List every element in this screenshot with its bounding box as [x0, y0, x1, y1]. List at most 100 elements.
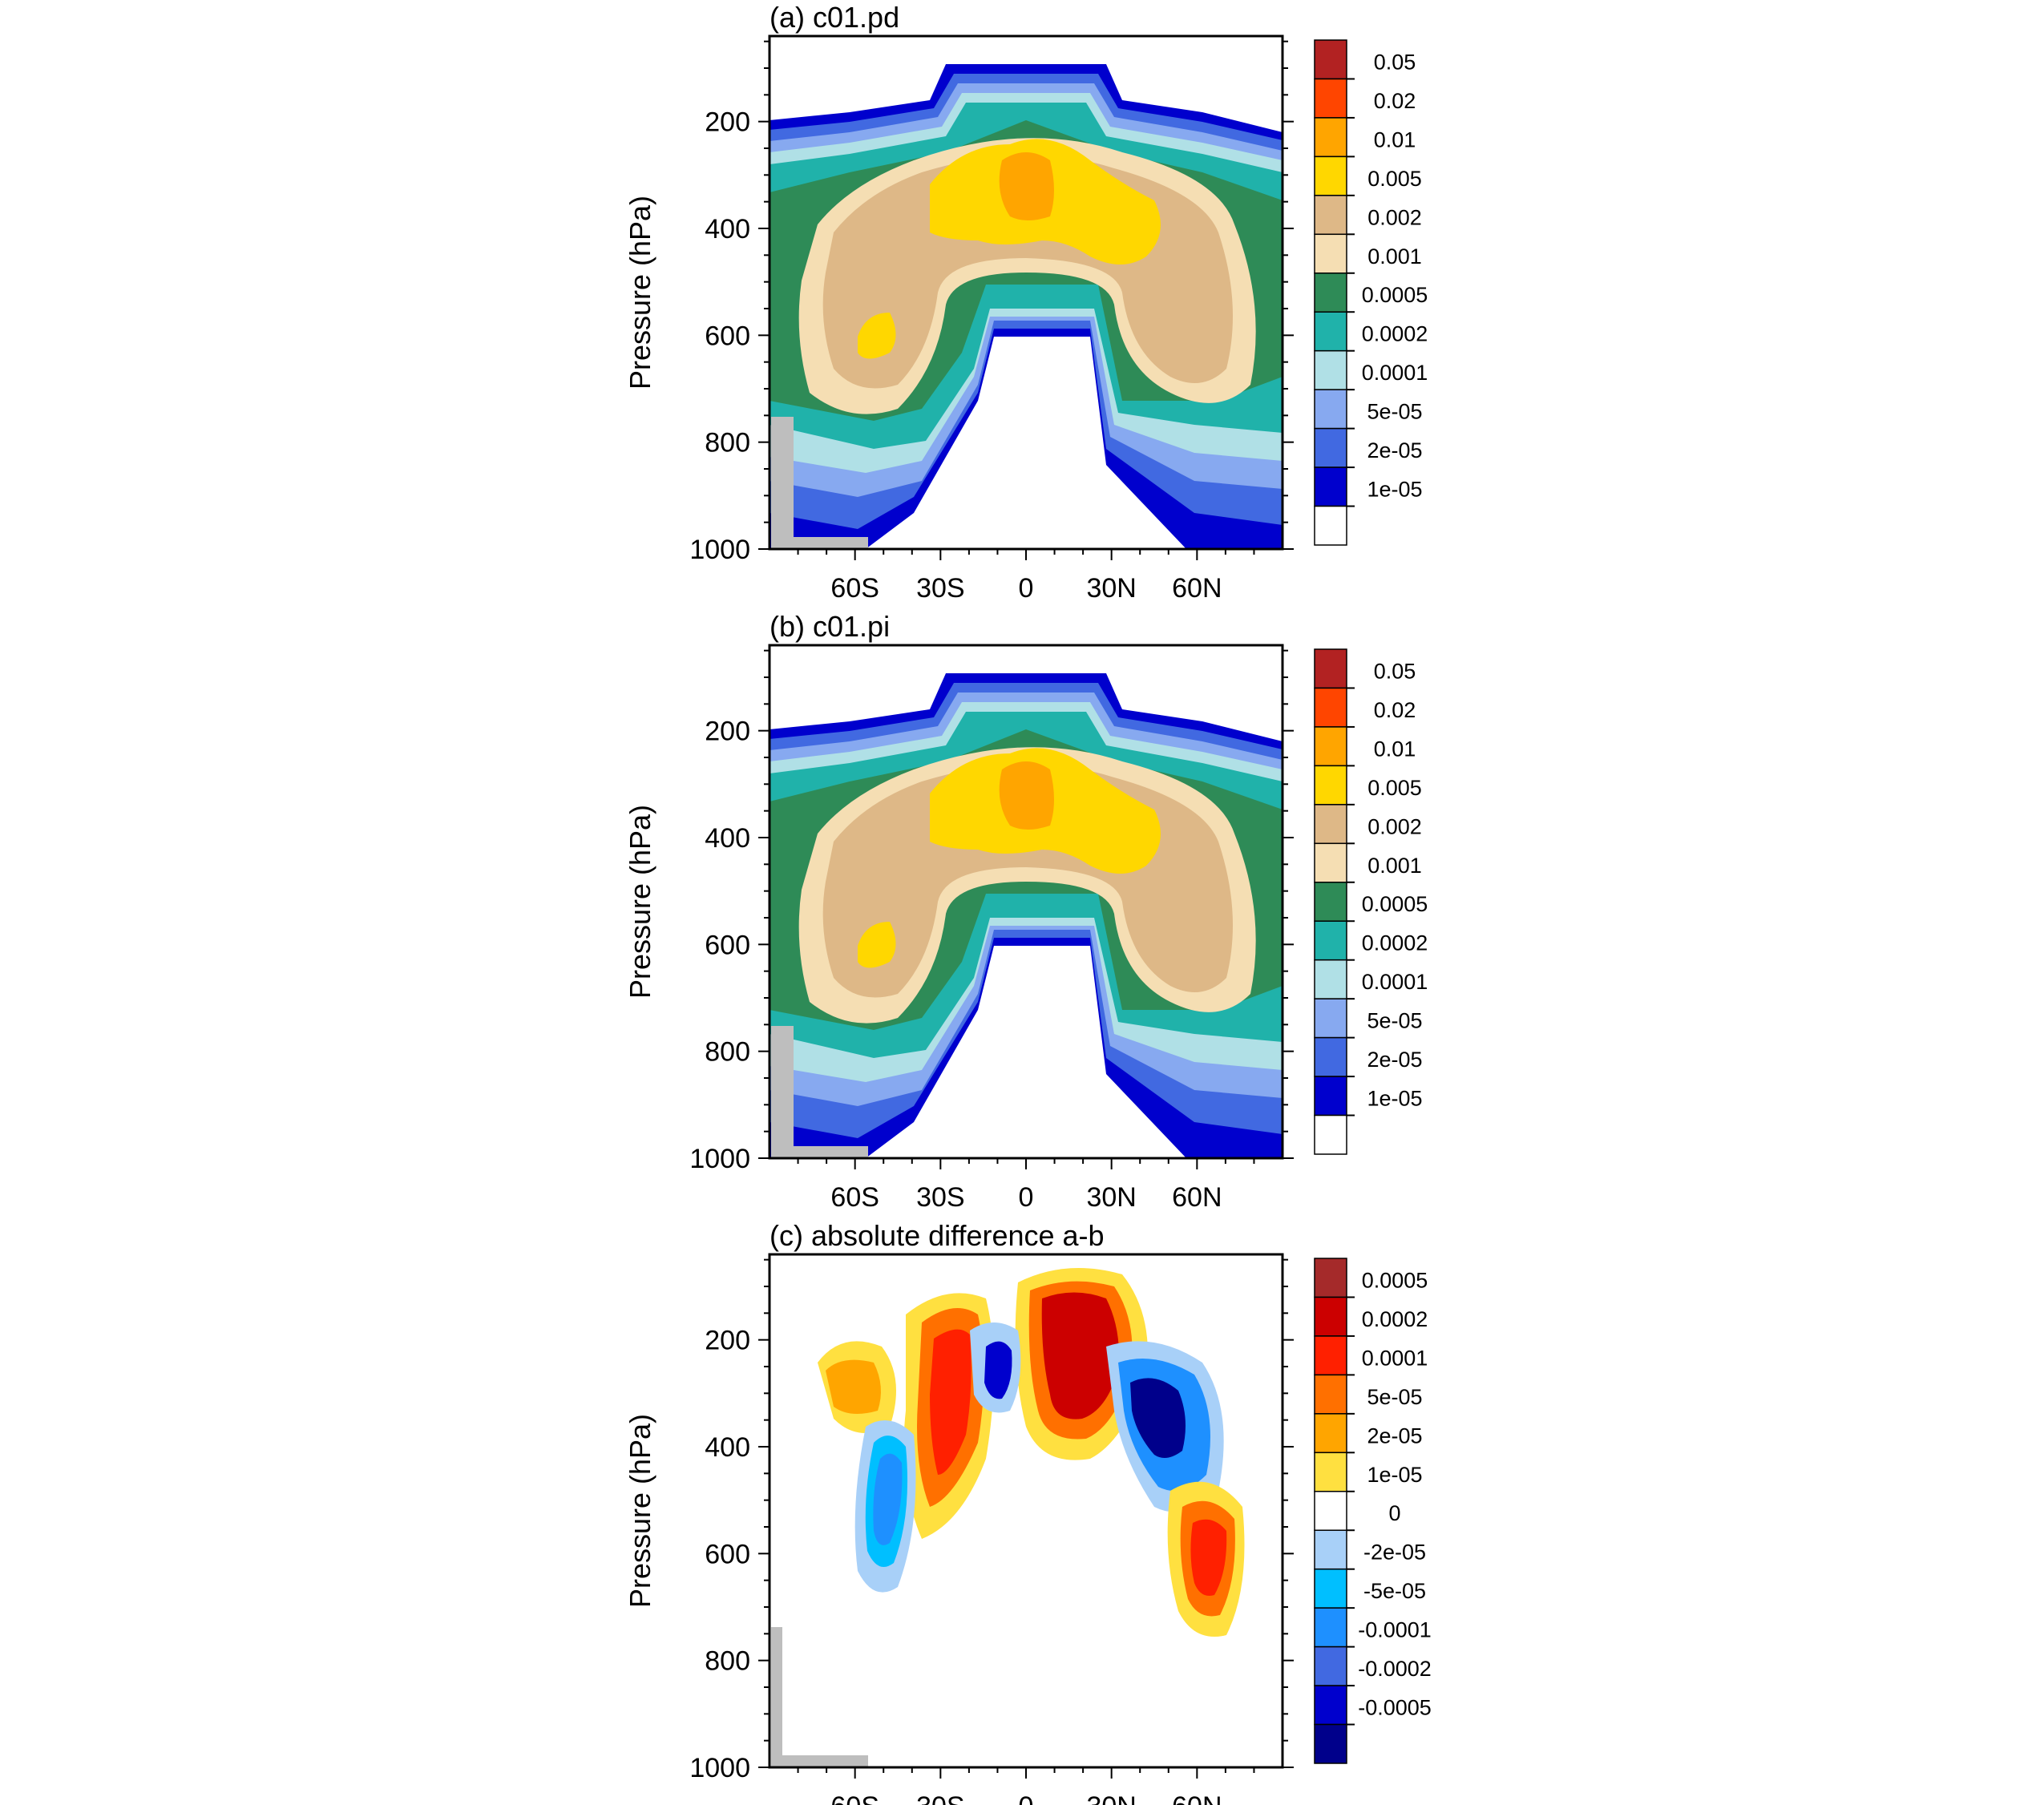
anomaly-pos-2e-05 — [826, 1359, 881, 1414]
y-tick-label: 600 — [705, 930, 750, 960]
colorbar-box — [1314, 1452, 1347, 1492]
colorbar-label: 0.01 — [1374, 737, 1416, 761]
colorbar: 0.05 0.02 0.01 0.005 0.002 0.001 0.0005 0.0002 0… — [1314, 648, 1428, 1155]
y-axis-label: Pressure (hPa) — [624, 805, 656, 999]
x-tick-label: 0 — [1019, 573, 1034, 604]
colorbar-box — [1314, 233, 1347, 274]
y-ticks: 200 400 600 800 1000 — [689, 40, 1294, 565]
colorbar-box — [1314, 1529, 1347, 1570]
colorbar-box — [1314, 726, 1347, 767]
colorbar-box — [1314, 349, 1347, 390]
colorbar-box — [1314, 920, 1347, 961]
y-tick-label: 800 — [705, 428, 750, 458]
colorbar-box — [1314, 1491, 1347, 1531]
anomaly-neg-0.0001 — [873, 1453, 903, 1545]
colorbar-box — [1314, 1335, 1347, 1376]
contour-0.01 — [999, 761, 1054, 830]
topography-mask — [771, 417, 794, 549]
anomaly-pos-0.0002 — [1041, 1292, 1119, 1419]
x-tick-label: 60N — [1172, 1791, 1222, 1805]
colorbar-label: 0.005 — [1367, 167, 1422, 191]
colorbar: 0.0005 0.0002 0.0001 5e-05 2e-05 1e-05 0 -2e-05… — [1314, 1258, 1432, 1764]
colorbar-box — [1314, 1036, 1347, 1077]
anomaly-neg-0.0005 — [1130, 1378, 1186, 1458]
anomaly-pos-0.0001 — [930, 1329, 972, 1475]
colorbar-label: -0.0005 — [1358, 1696, 1432, 1720]
colorbar-label: 0.001 — [1367, 854, 1422, 878]
colorbar-label: 2e-05 — [1367, 1423, 1422, 1448]
colorbar-box — [1314, 998, 1347, 1039]
contour-0.005-small — [858, 313, 896, 359]
contour-field — [770, 673, 1283, 1158]
colorbar-label: 1e-05 — [1367, 1463, 1422, 1487]
x-tick-label: 30N — [1086, 573, 1136, 604]
colorbar-label: 2e-05 — [1367, 1048, 1422, 1072]
x-ticks: 60S 30S 0 30N 60N — [797, 1767, 1255, 1805]
colorbar-label: 2e-05 — [1367, 438, 1422, 462]
colorbar-box — [1314, 1607, 1347, 1648]
x-tick-label: 0 — [1019, 1182, 1034, 1213]
x-tick-label: 30N — [1086, 1182, 1136, 1213]
y-tick-label: 200 — [705, 717, 750, 747]
x-tick-label: 30S — [916, 1791, 965, 1805]
colorbar-box — [1314, 195, 1347, 236]
colorbar-label: 0.01 — [1374, 127, 1416, 151]
colorbar-box — [1314, 1645, 1347, 1686]
colorbar-box — [1314, 1374, 1347, 1415]
y-tick-label: 1000 — [689, 1144, 750, 1174]
y-tick-label: 200 — [705, 107, 750, 138]
colorbar-label: 1e-05 — [1367, 478, 1422, 502]
colorbar-label: 0.02 — [1374, 89, 1416, 113]
colorbar-label: 0.0001 — [1362, 361, 1428, 385]
colorbar-box — [1314, 1568, 1347, 1609]
y-tick-label: 600 — [705, 1539, 750, 1569]
colorbar-label: 5e-05 — [1367, 1385, 1422, 1409]
colorbar-box — [1314, 78, 1347, 119]
colorbar-label: 0.001 — [1367, 244, 1422, 269]
anomaly-pos-0.0001 — [1190, 1519, 1227, 1596]
y-axis-label: Pressure (hPa) — [624, 1414, 656, 1608]
panel-title: (b) c01.pi — [770, 610, 890, 643]
colorbar-box — [1314, 389, 1347, 430]
colorbar-label: 0 — [1388, 1501, 1400, 1525]
x-tick-label: 30S — [916, 573, 965, 604]
colorbar-label: 5e-05 — [1367, 1009, 1422, 1033]
topography-mask — [782, 1755, 868, 1767]
colorbar-box — [1314, 427, 1347, 468]
colorbar-box — [1314, 39, 1347, 80]
y-tick-label: 800 — [705, 1646, 750, 1677]
y-tick-label: 200 — [705, 1326, 750, 1356]
x-ticks: 60S 30S 0 30N 60N — [797, 1158, 1255, 1213]
x-tick-label: 60S — [830, 1182, 879, 1213]
colorbar-box — [1314, 648, 1347, 689]
colorbar-box — [1314, 1296, 1347, 1337]
x-tick-label: 60S — [830, 1791, 879, 1805]
y-tick-label: 600 — [705, 321, 750, 351]
colorbar-box — [1314, 155, 1347, 196]
contour-0.01 — [999, 152, 1054, 220]
colorbar-box — [1314, 117, 1347, 158]
colorbar-label: 0.02 — [1374, 698, 1416, 722]
x-tick-label: 60N — [1172, 1182, 1222, 1213]
x-tick-label: 30S — [916, 1182, 965, 1213]
colorbar-box — [1314, 959, 1347, 999]
y-tick-label: 1000 — [689, 535, 750, 565]
colorbar-label: -5e-05 — [1363, 1579, 1426, 1603]
contour-0.005-small — [858, 922, 896, 968]
colorbar-box — [1314, 842, 1347, 883]
colorbar-label: 0.0005 — [1362, 283, 1428, 307]
x-tick-label: 30N — [1086, 1791, 1136, 1805]
topography-mask — [794, 1146, 868, 1158]
y-tick-label: 1000 — [689, 1753, 750, 1783]
y-ticks: 200 400 600 800 1000 — [689, 1258, 1294, 1783]
colorbar-label: 0.0002 — [1362, 1307, 1428, 1331]
colorbar-box — [1314, 882, 1347, 922]
colorbar-box — [1314, 505, 1347, 546]
colorbar-label: -0.0002 — [1358, 1657, 1432, 1681]
y-axis-label: Pressure (hPa) — [624, 196, 656, 390]
y-tick-label: 800 — [705, 1037, 750, 1068]
topography-mask — [771, 1026, 794, 1158]
